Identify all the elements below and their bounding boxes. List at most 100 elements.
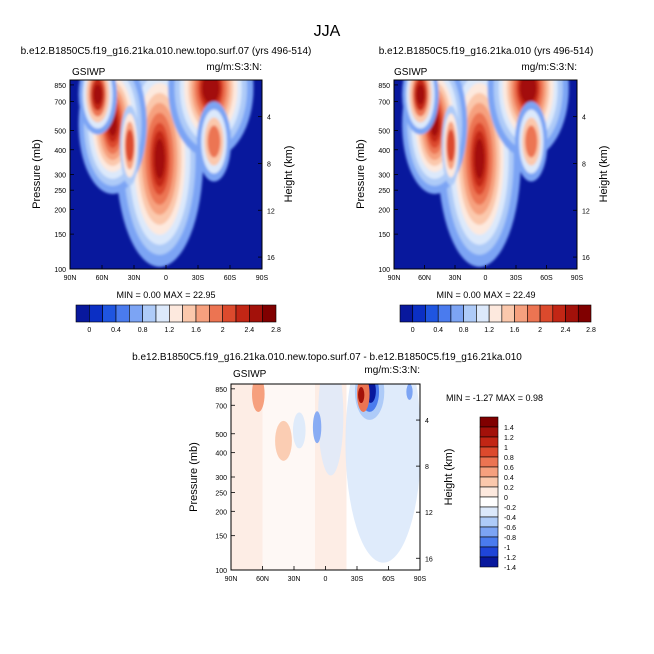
x-tick-label: 60S (224, 275, 237, 282)
colorbar-tick-label: 2.8 (586, 327, 596, 334)
figure-title: JJA (314, 23, 341, 40)
colorbar-tick-label: -1.2 (504, 555, 516, 562)
colorbar-tick-label: -1.4 (504, 565, 516, 572)
y-tick-label: 700 (215, 403, 227, 410)
colorbar-swatch (488, 304, 503, 323)
y-tick-label: 250 (215, 490, 227, 497)
x-tick-label: 30S (192, 275, 205, 282)
panel-3-left-axis: 100 150 200 250 300 400 500 700 850 (215, 387, 235, 575)
colorbar-tick-label: 1.6 (191, 327, 201, 334)
panel-1-units-label: mg/m:S:3:N: (206, 62, 262, 73)
sh-negative-region (345, 384, 420, 563)
panel-2-y-label: Pressure (mb) (355, 139, 367, 209)
panel-1-variable-label: GSIWP (72, 67, 106, 78)
height-tick-label: 16 (425, 556, 433, 563)
colorbar-swatch (75, 304, 90, 323)
x-tick-label: 30S (351, 576, 364, 583)
nh-mid-contour (446, 129, 455, 162)
x-tick-label: 90N (225, 576, 238, 583)
colorbar-swatch (479, 436, 499, 448)
tropical-negative-core (312, 411, 322, 444)
y-tick-label: 400 (54, 148, 66, 155)
panel-1-right-label: Height (km) (283, 146, 295, 203)
y-tick-label: 850 (378, 83, 390, 90)
y-tick-label: 500 (54, 129, 66, 136)
y-tick-label: 250 (54, 188, 66, 195)
x-tick-label: 90S (571, 275, 584, 282)
colorbar-swatch (479, 506, 499, 518)
nh-positive-spot (275, 420, 292, 461)
panel-1-field (78, 80, 254, 267)
panel-2-plot-area (394, 80, 577, 269)
panel-2-right-label: Height (km) (598, 146, 610, 203)
panel-2-x-axis: 90N 60N 30N 0 30S 60S 90S (388, 265, 584, 282)
y-tick-label: 150 (54, 232, 66, 239)
colorbar-swatch (182, 304, 197, 323)
colorbar-swatch (476, 304, 490, 323)
colorbar-swatch (479, 466, 499, 478)
colorbar-tick-label: 1.6 (510, 327, 520, 334)
panel-1-left-axis: 100 150 200 250 300 400 500 700 850 (54, 83, 74, 274)
colorbar-tick-label: 1.4 (504, 425, 514, 432)
colorbar-swatch (102, 304, 117, 323)
x-tick-label: 90S (414, 576, 427, 583)
colorbar-tick-label: 0.4 (504, 475, 514, 482)
x-tick-label: 90S (256, 275, 269, 282)
y-tick-label: 850 (215, 387, 227, 394)
colorbar-tick-label: 0.8 (459, 327, 469, 334)
panel-1-right-axis: 4 8 12 16 (258, 115, 275, 262)
x-tick-label: 0 (324, 576, 328, 583)
nh-mid-contour (125, 129, 134, 162)
colorbar-tick-label: 0.4 (433, 327, 443, 334)
y-tick-label: 100 (54, 267, 66, 274)
colorbar-swatch (115, 304, 130, 323)
panel-2-right-axis: 4 8 12 16 (573, 115, 590, 262)
panel-2-title: b.e12.B1850C5.f19_g16.21ka.010 (yrs 496-… (379, 46, 594, 57)
panel-1: b.e12.B1850C5.f19_g16.21ka.010.new.topo.… (21, 46, 312, 334)
colorbar-swatch (155, 304, 170, 323)
x-tick-label: 60N (418, 275, 431, 282)
x-tick-label: 30N (288, 576, 301, 583)
polar-negative-spot (406, 384, 413, 400)
colorbar-tick-label: -1 (504, 545, 510, 552)
colorbar-swatch (479, 426, 499, 438)
panel-3-title: b.e12.B1850C5.f19_g16.21ka.010.new.topo.… (132, 352, 522, 363)
colorbar-swatch (262, 304, 277, 323)
colorbar-swatch (539, 304, 554, 323)
x-tick-label: 30N (449, 275, 462, 282)
panel-3-x-axis: 90N 60N 30N 0 30S 60S 90S (225, 566, 427, 583)
colorbar-tick-label: 2 (221, 327, 225, 334)
colorbar-swatch (501, 304, 515, 323)
colorbar-tick-label: 2 (538, 327, 542, 334)
height-tick-label: 12 (425, 510, 433, 517)
colorbar-tick-label: 1.2 (164, 327, 174, 334)
panel-1-colorbar: 0 0.4 0.8 1.2 1.6 2 2.4 2.8 (75, 304, 281, 334)
panel-2-units-label: mg/m:S:3:N: (521, 62, 577, 73)
panel-2: b.e12.B1850C5.f19_g16.21ka.010 (yrs 496-… (355, 46, 610, 334)
y-tick-label: 200 (215, 509, 227, 516)
colorbar-swatch (479, 486, 499, 498)
height-tick-label: 16 (582, 255, 590, 262)
panel-1-x-axis: 90N 60N 30N 0 30S 60S 90S (64, 265, 269, 282)
sh-max-contour (202, 80, 220, 104)
height-tick-label: 12 (582, 208, 590, 215)
colorbar-swatch (412, 304, 426, 323)
height-tick-label: 16 (267, 255, 275, 262)
x-tick-label: 30N (128, 275, 141, 282)
colorbar-tick-label: -0.2 (504, 505, 516, 512)
colorbar-tick-label: -0.8 (504, 535, 516, 542)
colorbar-swatch (249, 304, 263, 323)
colorbar-swatch (209, 304, 223, 323)
colorbar-tick-label: -0.6 (504, 525, 516, 532)
sh-upper-contour (525, 125, 538, 158)
panel-3-y-label: Pressure (mb) (188, 442, 200, 512)
colorbar-tick-label: 0.4 (111, 327, 121, 334)
colorbar-tick-label: 0 (87, 327, 91, 334)
colorbar-swatch (129, 304, 143, 323)
y-tick-label: 850 (54, 83, 66, 90)
panel-2-colorbar: 0 0.4 0.8 1.2 1.6 2 2.4 2.8 (399, 304, 596, 334)
colorbar-tick-label: 1 (504, 445, 508, 452)
nh-low-contour (416, 84, 425, 105)
colorbar-swatch (479, 556, 499, 568)
